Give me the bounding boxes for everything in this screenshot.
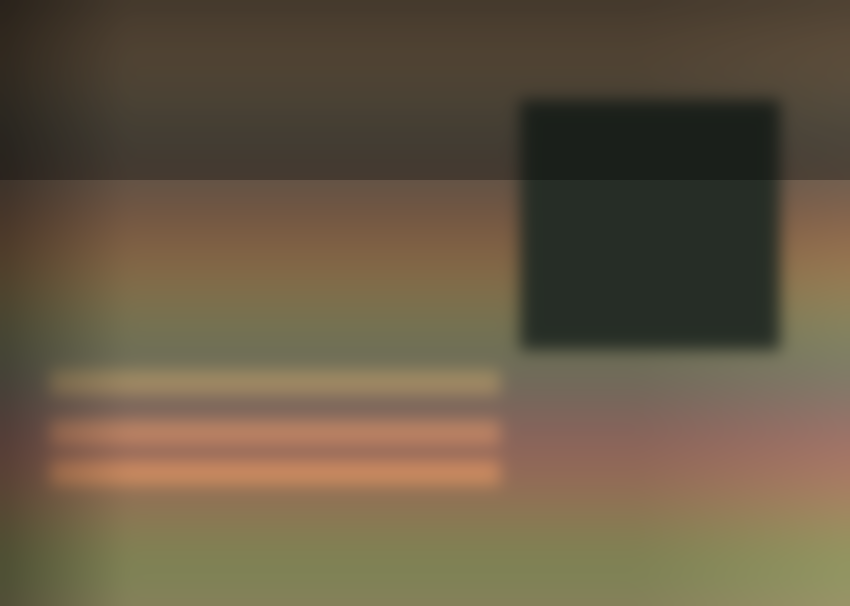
Text: الله أكبر: الله أكبر: [699, 87, 756, 99]
Text: explorer: explorer: [667, 28, 746, 46]
Text: .com: .com: [732, 28, 777, 46]
Polygon shape: [110, 310, 260, 526]
Polygon shape: [490, 147, 662, 161]
Polygon shape: [490, 147, 640, 526]
Text: Iraq: Iraq: [30, 90, 68, 109]
Bar: [680, 102, 775, 121]
Polygon shape: [640, 147, 662, 540]
Text: Professor - Sociology: Professor - Sociology: [30, 61, 247, 81]
Bar: [680, 84, 775, 102]
Text: 3,880,000 IQD: 3,880,000 IQD: [552, 104, 697, 122]
Polygon shape: [110, 310, 282, 324]
Polygon shape: [260, 310, 282, 540]
Text: 2,210,000 IQD: 2,210,000 IQD: [113, 267, 258, 285]
Text: Average Monthly Salary: Average Monthly Salary: [835, 236, 845, 370]
FancyArrowPatch shape: [292, 139, 475, 298]
Text: PhD: PhD: [556, 563, 597, 581]
Text: +76%: +76%: [309, 152, 443, 194]
Bar: [680, 66, 775, 84]
Text: Master's Degree: Master's Degree: [113, 563, 279, 581]
Text: salary: salary: [620, 28, 677, 46]
Text: Salary Comparison By Education: Salary Comparison By Education: [30, 30, 691, 64]
